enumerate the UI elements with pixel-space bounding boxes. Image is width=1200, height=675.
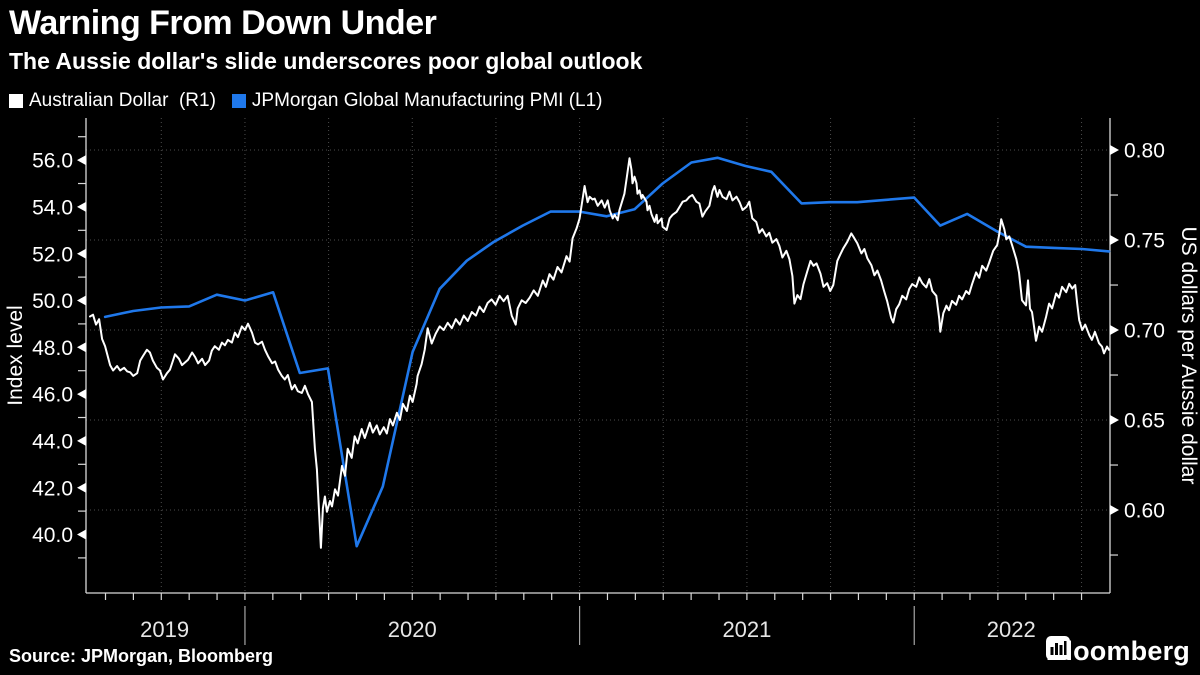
left-tick-label: 40.0 xyxy=(32,524,73,547)
left-tick-label: 56.0 xyxy=(32,150,73,173)
legend-item-aud: Australian Dollar (R1) xyxy=(9,90,216,112)
chart-header: Warning From Down Under The Aussie dolla… xyxy=(9,2,642,75)
left-tick-arrow-icon xyxy=(77,389,86,400)
year-label: 2019 xyxy=(140,617,189,642)
right-tick-arrow-icon xyxy=(1110,145,1119,156)
left-tick-arrow-icon xyxy=(77,155,86,166)
year-label: 2021 xyxy=(722,617,771,642)
left-tick-arrow-icon xyxy=(77,248,86,259)
left-axis-title: Index level xyxy=(4,305,27,405)
right-tick-arrow-icon xyxy=(1110,325,1119,336)
left-tick-label: 42.0 xyxy=(32,477,73,500)
right-tick-label: 0.80 xyxy=(1124,140,1165,163)
left-tick-arrow-icon xyxy=(77,295,86,306)
bloomberg-brand: Bloomberg xyxy=(1045,636,1190,667)
left-tick-label: 46.0 xyxy=(32,384,73,407)
legend-label-pmi: JPMorgan Global Manufacturing PMI (L1) xyxy=(251,90,603,111)
left-tick-label: 52.0 xyxy=(32,243,73,266)
bloomberg-wordmark: Bloomberg xyxy=(1045,636,1190,666)
left-tick-arrow-icon xyxy=(77,482,86,493)
legend-item-pmi: JPMorgan Global Manufacturing PMI (L1) xyxy=(231,90,603,112)
left-tick-label: 50.0 xyxy=(32,290,73,313)
left-tick-label: 54.0 xyxy=(32,196,73,219)
pmi-legend-swatch-icon xyxy=(231,94,246,108)
year-label: 2022 xyxy=(987,617,1036,642)
left-tick-arrow-icon xyxy=(77,529,86,540)
left-tick-label: 44.0 xyxy=(32,430,73,453)
chart-legend: Australian Dollar (R1) JPMorgan Global M… xyxy=(9,90,603,112)
right-tick-arrow-icon xyxy=(1110,235,1119,246)
page-subtitle: The Aussie dollar's slide underscores po… xyxy=(9,47,643,74)
left-tick-label: 48.0 xyxy=(32,337,73,360)
left-tick-arrow-icon xyxy=(77,201,86,212)
source-note: Source: JPMorgan, Bloomberg xyxy=(9,646,274,666)
pmi-line xyxy=(103,156,1111,548)
page-title: Warning From Down Under xyxy=(9,4,437,42)
right-tick-label: 0.75 xyxy=(1124,230,1165,253)
left-tick-arrow-icon xyxy=(77,435,86,446)
aud-legend-swatch-icon xyxy=(9,94,23,108)
aud-line xyxy=(89,157,1110,549)
legend-label-aud: Australian Dollar (R1) xyxy=(29,90,216,111)
right-tick-label: 0.65 xyxy=(1124,410,1165,433)
year-label: 2020 xyxy=(388,617,437,642)
bloomberg-bar-chart-icon xyxy=(1045,636,1070,660)
right-tick-label: 0.60 xyxy=(1124,500,1165,523)
left-tick-arrow-icon xyxy=(77,342,86,353)
right-tick-arrow-icon xyxy=(1110,505,1119,516)
right-axis-title: US dollars per Aussie dollar xyxy=(1177,227,1200,485)
right-tick-arrow-icon xyxy=(1110,415,1119,426)
right-tick-label: 0.70 xyxy=(1124,320,1165,343)
